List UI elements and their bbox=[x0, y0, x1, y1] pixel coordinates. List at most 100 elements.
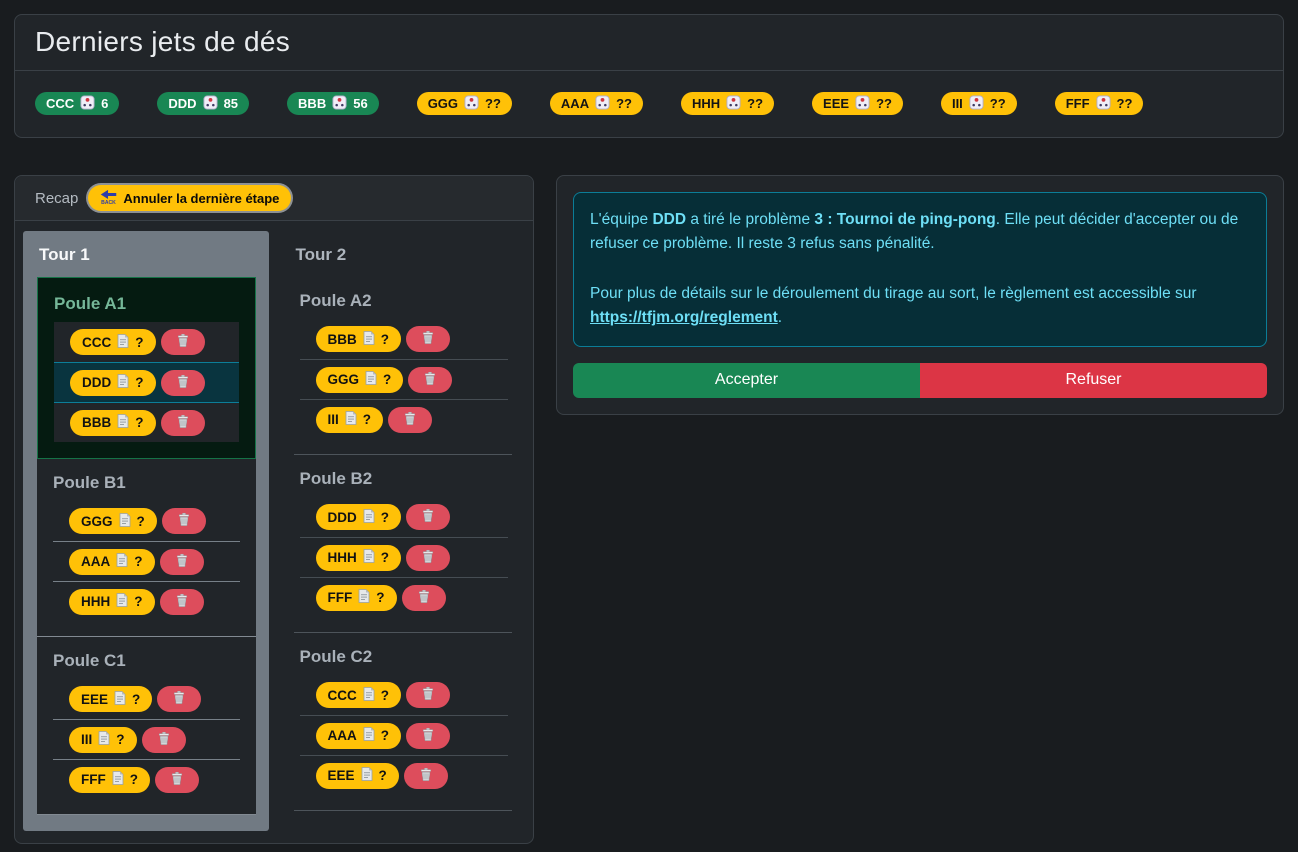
alert-bold-text: DDD bbox=[652, 211, 687, 228]
remove-team-button[interactable] bbox=[406, 504, 450, 530]
document-icon bbox=[117, 333, 129, 348]
problem-placeholder: ? bbox=[135, 375, 144, 390]
team-problem-badge: FFF ? bbox=[69, 766, 150, 793]
poule-title: Poule B2 bbox=[299, 469, 373, 488]
trash-icon bbox=[158, 731, 169, 745]
recap-title: Recap bbox=[35, 189, 79, 207]
team-row-list: DDD ? HHH ? bbox=[299, 497, 508, 617]
trash-icon bbox=[171, 771, 183, 785]
alert-paragraph: Pour plus de détails sur le déroulement … bbox=[590, 282, 1250, 331]
remove-team-button[interactable] bbox=[406, 326, 450, 352]
team-name: III bbox=[327, 412, 339, 427]
remove-team-button[interactable] bbox=[160, 329, 205, 355]
trash-icon-slot bbox=[175, 593, 189, 611]
dice-icon bbox=[464, 94, 479, 110]
main-content: Recap BACK Annuler la dernière étape Tou… bbox=[14, 175, 1284, 844]
dice-badge-team: CCC bbox=[46, 96, 75, 111]
alert-text: Pour plus de détails sur le déroulement … bbox=[590, 284, 1197, 302]
document-icon-slot bbox=[114, 690, 126, 708]
trash-icon bbox=[174, 690, 185, 704]
decision-buttons: Accepter Refuser bbox=[573, 362, 1267, 398]
remove-team-button[interactable] bbox=[155, 766, 199, 793]
alert-text: . bbox=[777, 309, 783, 327]
team-name: GGG bbox=[81, 513, 113, 529]
team-name: EEE bbox=[327, 768, 355, 783]
problem-placeholder: ? bbox=[134, 594, 143, 609]
document-icon bbox=[116, 593, 128, 607]
remove-team-button[interactable] bbox=[160, 409, 205, 436]
dice-roll-badge: AAA ?? bbox=[549, 92, 643, 115]
remove-team-button[interactable] bbox=[403, 762, 448, 789]
dice-badge-team: FFF bbox=[1065, 96, 1090, 111]
remove-team-button[interactable] bbox=[161, 508, 206, 534]
refuse-button[interactable]: Refuser bbox=[920, 362, 1267, 398]
remove-team-button[interactable] bbox=[160, 369, 205, 396]
page-title: Derniers jets de dés bbox=[35, 26, 291, 57]
remove-team-button[interactable] bbox=[406, 722, 450, 749]
dice-badge-value: ?? bbox=[485, 96, 501, 111]
dice-icon bbox=[1095, 94, 1111, 110]
trash-icon bbox=[177, 374, 188, 388]
back-icon: BACK bbox=[101, 189, 117, 205]
trash-icon-slot bbox=[417, 589, 431, 607]
team-row-list: CCC ? AAA ? bbox=[299, 675, 508, 795]
document-icon bbox=[358, 589, 370, 603]
poule-title: Poule C1 bbox=[53, 651, 126, 670]
team-row-list: BBB ? GGG ? bbox=[299, 319, 508, 439]
team-problem-badge: CCC ? bbox=[70, 329, 156, 355]
trash-icon bbox=[422, 549, 434, 563]
remove-team-button[interactable] bbox=[406, 544, 450, 571]
dice-roll-badge: BBB 56 bbox=[287, 92, 379, 115]
poule-title: Poule A1 bbox=[54, 294, 127, 313]
remove-team-button[interactable] bbox=[388, 406, 433, 433]
team-name: CCC bbox=[327, 687, 357, 703]
svg-text:BACK: BACK bbox=[102, 199, 117, 204]
reglement-link[interactable]: https://tfjm.org/reglement bbox=[590, 309, 778, 327]
dice-roll-badge: EEE ?? bbox=[812, 92, 903, 115]
remove-team-button[interactable] bbox=[401, 584, 446, 611]
team-problem-badge: EEE ? bbox=[69, 686, 153, 712]
problem-placeholder: ? bbox=[380, 728, 389, 743]
trash-icon bbox=[176, 553, 187, 567]
document-icon-slot bbox=[345, 411, 357, 428]
tour-column-2: Tour 2 Poule A2 BBB ? GGG ? bbox=[280, 231, 526, 831]
remove-team-button[interactable] bbox=[141, 726, 186, 753]
remove-team-button[interactable] bbox=[406, 682, 450, 708]
team-problem-badge: DDD ? bbox=[70, 369, 156, 396]
dice-icon-slot bbox=[332, 94, 347, 113]
dice-icon bbox=[203, 94, 218, 110]
undo-last-step-button[interactable]: BACK Annuler la dernière étape bbox=[88, 185, 292, 211]
trash-icon-slot bbox=[421, 727, 435, 745]
remove-team-button[interactable] bbox=[159, 588, 204, 615]
dice-badge-team: AAA bbox=[560, 96, 590, 111]
dice-roll-badge: HHH ?? bbox=[680, 92, 775, 115]
dice-icon bbox=[969, 94, 984, 110]
team-name: AAA bbox=[327, 728, 357, 743]
dice-badge-value: 6 bbox=[101, 96, 109, 111]
problem-placeholder: ? bbox=[116, 732, 125, 747]
problem-placeholder: ? bbox=[129, 772, 138, 787]
document-icon bbox=[119, 512, 130, 527]
trash-icon bbox=[422, 727, 434, 741]
decision-panel: L'équipe DDD a tiré le problème 3 : Tour… bbox=[556, 175, 1284, 415]
remove-team-button[interactable] bbox=[408, 366, 453, 393]
document-icon bbox=[363, 508, 375, 523]
document-icon bbox=[363, 686, 375, 701]
dice-icon-slot bbox=[595, 94, 610, 113]
trash-icon-slot bbox=[172, 690, 186, 708]
dice-roll-badge: DDD 85 bbox=[157, 92, 250, 115]
dice-icon-slot bbox=[203, 94, 218, 113]
team-problem-badge: BBB ? bbox=[315, 326, 401, 352]
poule-section: Poule A2 BBB ? GGG ? bbox=[293, 277, 512, 455]
trash-icon-slot bbox=[177, 512, 191, 530]
trash-icon-slot bbox=[157, 731, 171, 749]
document-icon bbox=[116, 553, 128, 567]
remove-team-button[interactable] bbox=[157, 686, 202, 712]
dice-icon-slot bbox=[464, 94, 479, 113]
remove-team-button[interactable] bbox=[159, 548, 204, 575]
poule-list: Poule A1 CCC ? DDD ? bbox=[37, 277, 256, 815]
accept-button[interactable]: Accepter bbox=[573, 362, 920, 398]
trash-icon bbox=[404, 411, 416, 425]
document-icon-slot bbox=[116, 593, 128, 610]
